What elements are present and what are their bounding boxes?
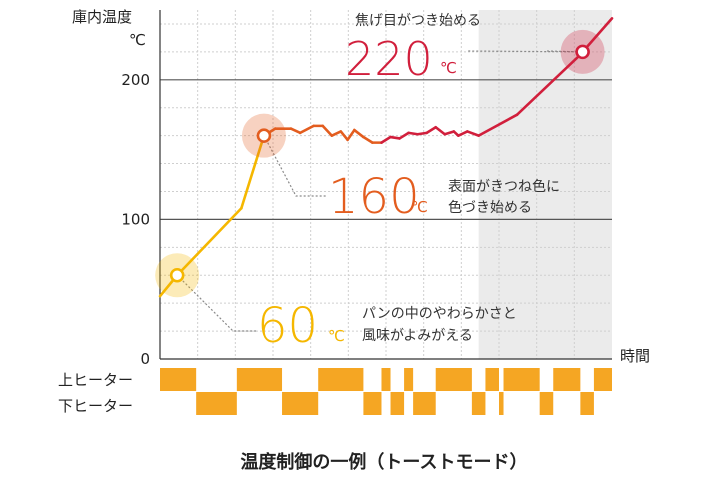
upper-heater-on-block (236, 368, 283, 391)
upper-heater-on-block (318, 368, 364, 391)
chart-title: 温度制御の一例（トーストモード） (240, 451, 527, 473)
y-tick-label: 200 (121, 71, 150, 89)
lower-heater-on-block (196, 392, 237, 415)
y-axis-unit: ℃ (129, 31, 146, 49)
marker-point-1 (256, 128, 272, 143)
annotation-value-2: 220 (345, 32, 433, 86)
series-segment (515, 53, 582, 116)
upper-heater-label: 上ヒーター (58, 371, 133, 389)
annotation-text-0-0: パンの中のやわらかさと (362, 306, 517, 322)
lower-heater-on-block (539, 392, 554, 415)
annotation-unit-2: ℃ (440, 59, 457, 77)
y-tick-label: 100 (121, 210, 150, 228)
leader-line-1 (263, 135, 326, 197)
grid-layer (160, 10, 612, 359)
upper-heater-on-block (485, 368, 499, 391)
series-segment (581, 17, 614, 54)
annotation-value-0: 60 (257, 298, 318, 354)
upper-heater-on-block (435, 368, 472, 391)
marker-point-0 (169, 267, 185, 283)
lower-heater-on-block (363, 392, 382, 415)
lower-heater-on-block (471, 392, 486, 415)
series-segment (398, 131, 410, 140)
lower-heater-on-block (390, 392, 405, 415)
x-axis-label: 時間 (620, 347, 650, 365)
lower-heater-on-block (282, 392, 319, 415)
series-segment (425, 125, 438, 135)
annotation-text-0-1: 風味がよみがえる (362, 328, 473, 344)
series-segment (339, 130, 349, 142)
shaded-region-layer (478, 10, 612, 359)
upper-heater-on-block (503, 368, 540, 391)
series-segment (353, 128, 365, 139)
series-segment (434, 125, 447, 136)
series-segment (362, 135, 374, 144)
lower-heater-label: 下ヒーター (58, 397, 133, 415)
annotation-text-1-0: 表面がきつね色に (448, 178, 560, 195)
leader-line-2 (466, 50, 583, 53)
upper-heater-on-block (553, 368, 581, 391)
series-segment (321, 124, 334, 137)
series-segment (380, 135, 392, 144)
annotation-unit-0: ℃ (328, 327, 345, 345)
upper-heater-on-block (404, 368, 414, 391)
series-segment (407, 131, 419, 136)
line-layer (158, 17, 614, 298)
axis-layer: 0 100 200 (121, 10, 612, 368)
y-tick-label: 0 (140, 350, 150, 368)
series-segment (416, 131, 428, 136)
series-segment (389, 135, 401, 140)
lower-heater-on-block (499, 392, 504, 415)
annotation-text-1-1: 色づき始める (448, 199, 532, 216)
annotation-layer: 60 ℃パンの中のやわらかさと風味がよみがえる160℃表面がきつね色に色づき始める… (176, 13, 583, 354)
series-segment (175, 206, 243, 277)
series-segment (330, 130, 343, 137)
series-segment (298, 124, 315, 135)
shaded-region (478, 10, 612, 359)
annotation-unit-1: ℃ (411, 198, 428, 216)
annotation-value-1: 160 (328, 169, 420, 225)
series-segment (443, 130, 456, 136)
upper-heater-on-block (160, 368, 197, 391)
heater-timeline (160, 368, 612, 415)
series-segment (289, 127, 302, 135)
series-segment (346, 128, 356, 142)
series-segment (240, 134, 266, 210)
lower-heater-on-block (413, 392, 436, 415)
upper-heater-on-block (593, 368, 612, 391)
series-segment (466, 130, 480, 137)
upper-heater-on-block (381, 368, 391, 391)
lower-heater-on-block (580, 392, 594, 415)
series-segment (457, 130, 469, 137)
annotation-text-2-0: 焦げ目がつき始める (355, 13, 481, 29)
series-segment (477, 113, 519, 137)
marker-layer (155, 29, 605, 298)
marker-point-2 (575, 44, 590, 60)
y-axis-label: 庫内温度 (72, 8, 132, 26)
